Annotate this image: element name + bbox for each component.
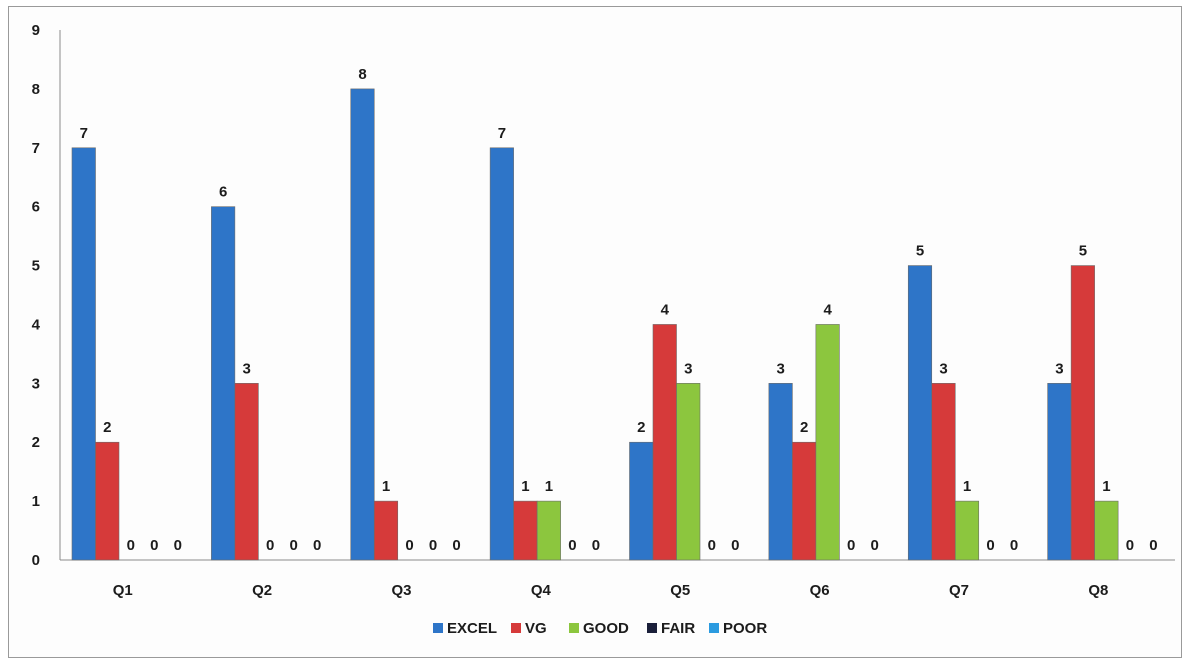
- data-label: 0: [266, 537, 274, 554]
- data-label: 3: [939, 360, 947, 377]
- data-label: 4: [823, 301, 832, 318]
- x-tick-label: Q3: [391, 582, 411, 599]
- data-label: 2: [637, 419, 645, 436]
- bar: [676, 383, 701, 561]
- y-tick-label: 2: [32, 434, 40, 451]
- legend-label: FAIR: [661, 620, 695, 637]
- data-label: 1: [1102, 478, 1110, 495]
- bar: [652, 324, 677, 561]
- legend-swatch: [647, 623, 657, 633]
- data-label: 3: [684, 360, 692, 377]
- data-label: 0: [568, 537, 576, 554]
- data-label: 0: [870, 537, 878, 554]
- bar: [1047, 383, 1072, 561]
- data-label: 1: [382, 478, 390, 495]
- data-label: 0: [731, 537, 739, 554]
- legend-swatch: [569, 623, 579, 633]
- y-tick-label: 5: [32, 258, 40, 275]
- bar: [1094, 500, 1119, 561]
- data-label: 2: [103, 419, 111, 436]
- bar: [211, 206, 236, 561]
- data-label: 0: [405, 537, 413, 554]
- x-tick-label: Q8: [1088, 582, 1108, 599]
- legend: EXCEL VG GOOD FAIR POOR: [433, 620, 767, 637]
- data-label: 0: [708, 537, 716, 554]
- x-tick-label: Q4: [531, 582, 552, 599]
- data-label: 3: [242, 360, 250, 377]
- data-label: 1: [963, 478, 971, 495]
- legend-swatch: [709, 623, 719, 633]
- legend-label: POOR: [723, 620, 767, 637]
- bar: [536, 500, 561, 561]
- legend-label: GOOD: [583, 620, 629, 637]
- data-label: 0: [429, 537, 437, 554]
- data-label: 0: [1010, 537, 1018, 554]
- bar: [954, 500, 980, 561]
- y-tick-label: 8: [32, 81, 40, 98]
- y-tick-label: 0: [32, 552, 40, 569]
- legend-label: VG: [525, 620, 547, 637]
- data-label: 5: [916, 243, 924, 260]
- data-label: 0: [127, 537, 135, 554]
- bar: [71, 147, 96, 561]
- y-tick-label: 3: [32, 375, 40, 392]
- bar: [95, 441, 120, 561]
- y-tick-label: 7: [32, 140, 40, 157]
- x-tick-label: Q6: [810, 582, 830, 599]
- x-tick-label: Q2: [252, 582, 272, 599]
- data-label: 2: [800, 419, 808, 436]
- y-tick-label: 4: [32, 316, 41, 333]
- data-label: 4: [661, 301, 670, 318]
- bars: [71, 88, 1119, 561]
- data-label: 5: [1079, 243, 1087, 260]
- bar: [768, 383, 793, 561]
- bar: [489, 147, 514, 561]
- bar: [931, 383, 956, 561]
- axes: 0 1 2 3 4 5 6 7 8 9 Q1 Q2 Q3 Q4 Q5 Q6 Q7 Q8: [32, 22, 1175, 599]
- data-label: 0: [847, 537, 855, 554]
- bar: [1070, 265, 1095, 561]
- bar: [513, 500, 538, 561]
- y-tick-label: 6: [32, 199, 40, 216]
- legend-swatch: [511, 623, 521, 633]
- bar: [792, 441, 817, 561]
- bar: [815, 324, 840, 561]
- data-label: 0: [986, 537, 994, 554]
- data-label: 8: [358, 66, 366, 83]
- data-label: 1: [545, 478, 553, 495]
- data-label: 3: [1055, 360, 1063, 377]
- chart-frame: [8, 6, 1182, 658]
- bar: [629, 441, 654, 561]
- x-tick-label: Q1: [113, 582, 133, 599]
- bar: [234, 383, 259, 561]
- data-label: 0: [150, 537, 158, 554]
- data-label: 6: [219, 184, 227, 201]
- bar: [373, 500, 399, 561]
- data-label: 0: [1149, 537, 1157, 554]
- legend-label: EXCEL: [447, 620, 497, 637]
- x-tick-label: Q5: [670, 582, 690, 599]
- data-label: 0: [592, 537, 600, 554]
- bar: [907, 265, 933, 561]
- data-label: 0: [313, 537, 321, 554]
- data-label: 0: [452, 537, 460, 554]
- y-tick-label: 1: [32, 493, 40, 510]
- x-tick-label: Q7: [949, 582, 969, 599]
- data-label: 1: [521, 478, 529, 495]
- legend-swatch: [433, 623, 443, 633]
- data-label: 7: [498, 125, 506, 142]
- y-tick-label: 9: [32, 22, 40, 39]
- data-label: 3: [776, 360, 784, 377]
- bar: [350, 88, 375, 561]
- data-label: 0: [1126, 537, 1134, 554]
- data-label: 0: [174, 537, 182, 554]
- data-label: 0: [289, 537, 297, 554]
- data-label: 7: [80, 125, 88, 142]
